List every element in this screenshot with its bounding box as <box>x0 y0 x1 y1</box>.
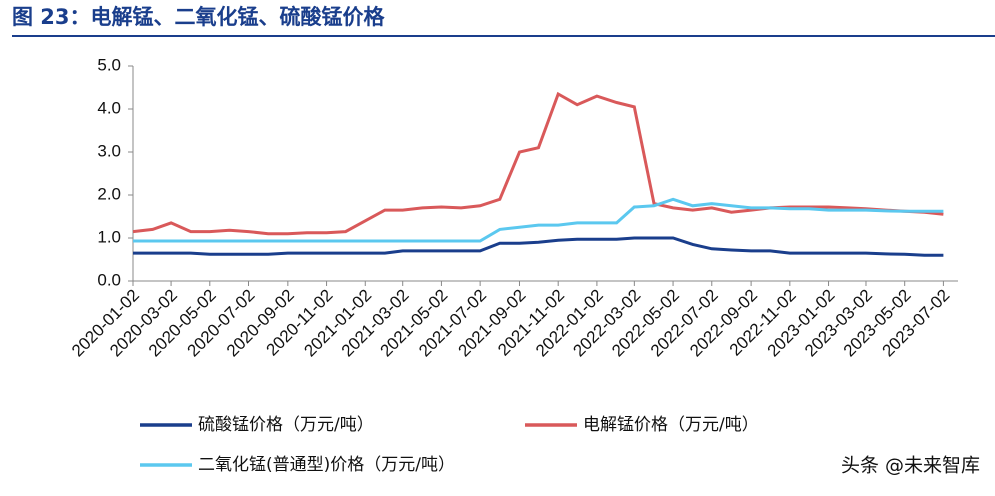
series-line <box>133 236 944 257</box>
chart-title: 图 23：电解锰、二氧化锰、硫酸锰价格 <box>12 5 386 29</box>
legend-label: 二氧化锰(普通型)价格（万元/吨） <box>198 455 455 475</box>
y-tick-label: 2.0 <box>97 184 121 203</box>
y-tick-label: 4.0 <box>97 98 121 117</box>
series-line <box>132 91 944 236</box>
series-line <box>133 197 944 243</box>
watermark: 头条 @未来智库 <box>841 455 980 477</box>
y-tick-label: 3.0 <box>97 141 121 160</box>
legend-label: 电解锰价格（万元/吨） <box>583 415 759 435</box>
y-tick-label: 0.0 <box>97 270 121 289</box>
y-tick-label: 5.0 <box>97 55 121 74</box>
legend-label: 硫酸锰价格（万元/吨） <box>198 415 374 435</box>
y-tick-label: 1.0 <box>97 227 121 246</box>
